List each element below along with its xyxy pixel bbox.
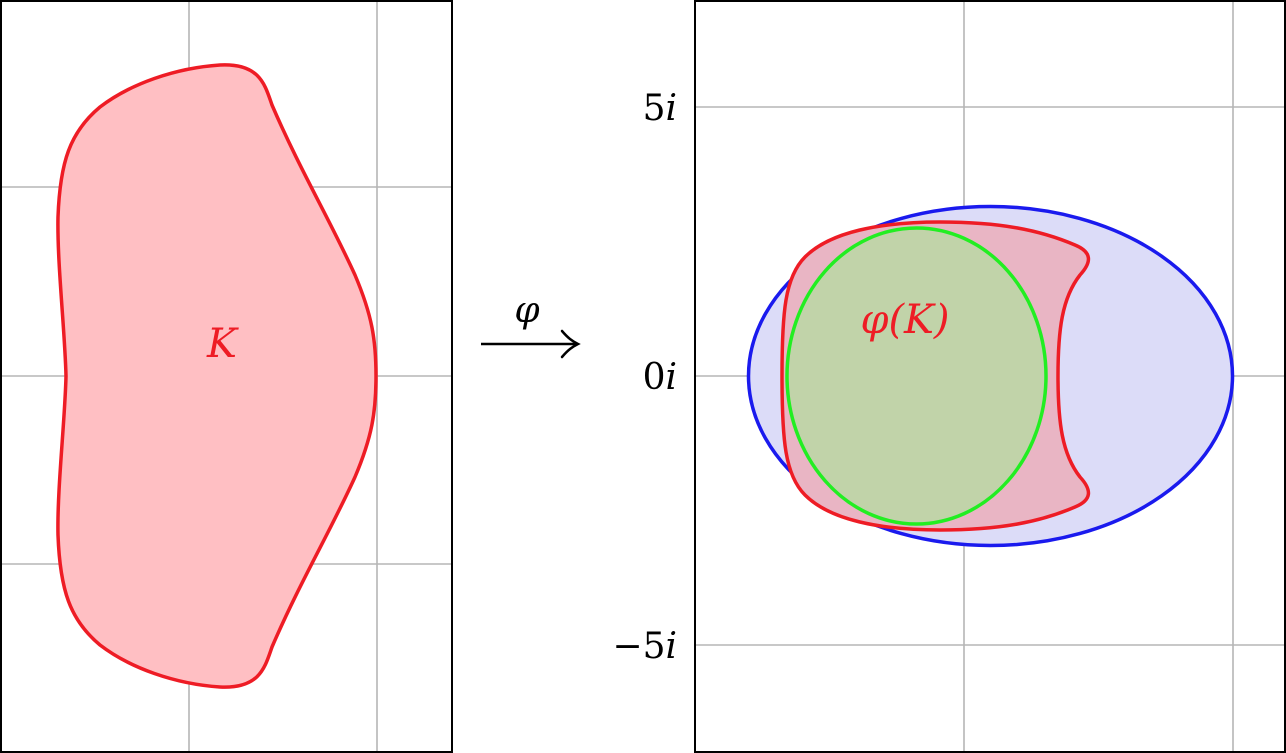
region-k-label: K xyxy=(206,321,239,367)
map-arrow-head xyxy=(560,329,581,359)
y-tick-label-0: 0i xyxy=(643,357,677,398)
region-k xyxy=(56,63,378,689)
right-panel-frame xyxy=(694,0,1286,753)
region-phi-k-label: φ(K) xyxy=(860,297,949,343)
right-panel: φ(K) xyxy=(694,0,1286,753)
y-tick-label-minus-5: −5i xyxy=(612,626,677,667)
map-arrow: φ xyxy=(481,290,581,359)
left-panel: K xyxy=(0,0,453,753)
map-arrow-label: φ xyxy=(514,290,540,331)
y-tick-label-5: 5i xyxy=(643,88,677,129)
inner-ellipse xyxy=(785,226,1048,526)
left-panel-frame xyxy=(0,0,453,753)
y-tick-labels: 5i 0i −5i xyxy=(612,88,677,667)
